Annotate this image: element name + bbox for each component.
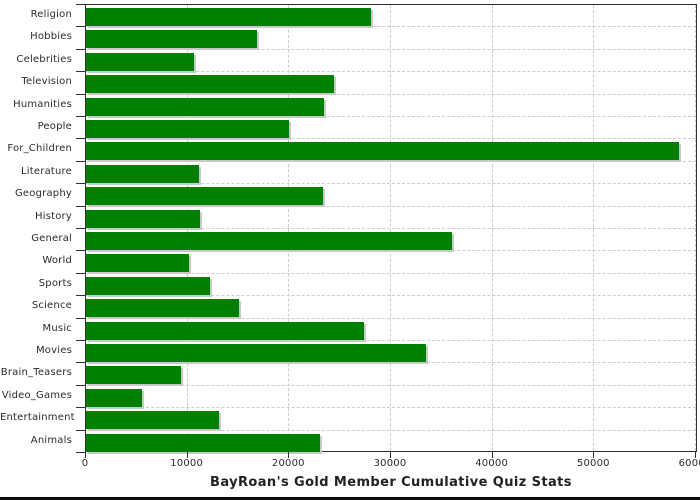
bar-general	[86, 232, 452, 250]
bottom-border-strip	[0, 497, 700, 500]
x-axis-tick	[85, 452, 86, 458]
y-axis-tick	[76, 362, 85, 364]
y-axis-label: People	[37, 121, 72, 132]
y-axis-tick	[76, 205, 85, 207]
x-axis-tick	[695, 452, 696, 458]
bar-science	[86, 299, 239, 318]
y-axis-tick	[76, 183, 85, 185]
y-axis-label: Sports	[38, 277, 72, 289]
x-axis-label: 10000	[170, 458, 204, 469]
x-axis-tick	[186, 452, 188, 458]
y-axis-label: Video_Games	[1, 389, 72, 401]
category-gridline	[86, 317, 696, 319]
bar-history	[86, 209, 200, 228]
x-axis-label: 60000	[678, 458, 700, 469]
y-axis-label: History	[35, 210, 72, 222]
y-axis-tick	[76, 250, 85, 252]
y-axis-label: Movies	[35, 345, 72, 356]
y-axis-tick	[76, 272, 85, 274]
category-gridline	[86, 160, 696, 162]
y-axis-tick	[76, 71, 85, 73]
bar-geography	[86, 187, 323, 206]
bar-world	[86, 254, 189, 273]
y-axis-label: Music	[42, 322, 72, 334]
bar-religion	[86, 8, 371, 26]
y-axis-label: Humanities	[13, 98, 72, 110]
category-gridline	[86, 295, 696, 297]
category-gridline	[86, 116, 696, 117]
bar-sports	[86, 276, 211, 295]
category-gridline	[86, 228, 696, 229]
x-axis-tick	[593, 452, 595, 458]
bar-entertainment	[86, 411, 220, 430]
y-axis-label: Animals	[30, 434, 72, 446]
bar-brain_teasers	[86, 366, 181, 385]
bar-hobbies	[86, 30, 257, 49]
y-axis-tick	[76, 340, 85, 341]
y-axis-tick	[76, 429, 85, 431]
y-axis-label: Celebrities	[16, 53, 72, 65]
y-axis-label: Geography	[14, 188, 72, 200]
x-axis-label: 0	[81, 458, 89, 469]
y-axis-label: Religion	[30, 9, 72, 20]
y-axis-label: Entertainment	[0, 412, 75, 424]
y-axis-label: General	[31, 233, 72, 244]
category-gridline	[86, 407, 696, 409]
bar-movies	[86, 344, 426, 362]
y-axis-label: Hobbies	[30, 31, 72, 43]
category-gridline	[86, 93, 696, 95]
y-axis-tick	[76, 228, 85, 229]
bar-celebrities	[86, 52, 194, 71]
x-axis-label: 30000	[373, 458, 407, 469]
bar-music	[86, 321, 364, 340]
y-axis-label: World	[42, 255, 72, 267]
bar-for_children	[86, 142, 679, 161]
x-axis-label: 50000	[576, 458, 610, 469]
x-axis-tick	[390, 452, 391, 458]
y-axis-tick	[76, 384, 85, 386]
category-gridline	[86, 26, 696, 28]
bar-humanities	[86, 97, 324, 116]
y-axis-tick	[76, 138, 85, 140]
category-gridline	[86, 71, 696, 73]
chart-title: BayRoan's Gold Member Cumulative Quiz St…	[210, 475, 572, 490]
y-axis-tick	[76, 407, 85, 409]
category-gridline	[86, 429, 696, 431]
x-axis-tick	[491, 452, 493, 458]
bar-people	[86, 120, 290, 138]
category-gridline	[86, 183, 696, 185]
y-axis-tick	[76, 452, 85, 453]
y-axis-tick	[76, 93, 85, 95]
y-axis-tick	[76, 4, 85, 5]
category-gridline	[86, 272, 696, 274]
category-gridline	[86, 340, 696, 341]
category-gridline	[86, 250, 696, 252]
y-axis-tick	[76, 317, 85, 319]
category-gridline	[86, 48, 696, 50]
category-gridline	[86, 205, 696, 207]
y-axis-label: Television	[21, 76, 72, 88]
category-gridline	[86, 138, 696, 140]
bar-television	[86, 75, 335, 94]
plot-area	[85, 4, 697, 452]
y-axis-tick	[76, 26, 85, 28]
y-axis-label: For_Children	[7, 143, 72, 155]
y-axis-label: Literature	[21, 165, 72, 177]
y-axis-tick	[76, 48, 85, 50]
category-gridline	[86, 384, 696, 386]
x-axis-label: 40000	[475, 458, 509, 469]
y-axis-label: Science	[31, 300, 72, 312]
y-axis-tick	[76, 116, 85, 117]
category-gridline	[86, 362, 696, 364]
bar-video_games	[86, 388, 142, 407]
bar-animals	[86, 433, 320, 452]
y-axis-label: Brain_Teasers	[0, 367, 72, 379]
y-axis-tick	[76, 295, 85, 297]
y-axis-tick	[76, 160, 85, 162]
x-axis-tick	[288, 452, 290, 458]
x-axis-label: 20000	[271, 458, 305, 469]
bar-literature	[86, 164, 199, 183]
